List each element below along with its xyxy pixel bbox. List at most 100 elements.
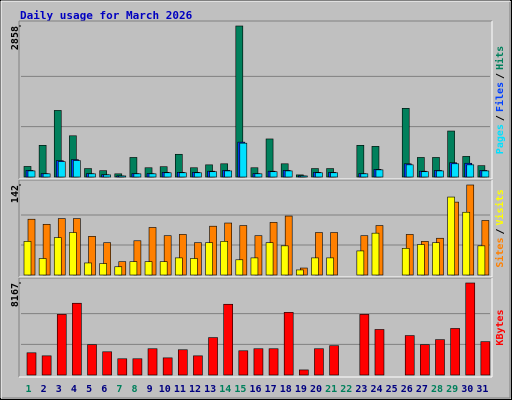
panel [19,21,492,179]
bar [223,303,233,376]
bar [432,242,440,276]
bar [269,171,278,178]
bar [239,142,248,178]
bar [330,232,338,276]
x-tick-label: 5 [86,384,92,395]
bar [371,232,380,276]
x-tick-label: 28 [431,384,443,395]
bar [296,269,304,276]
bar [132,358,143,376]
x-tick-label: 20 [310,384,322,395]
bar [190,258,198,276]
bar [436,170,444,178]
bar [405,164,414,178]
bar [38,144,47,178]
bar [401,248,410,276]
legend: Sites / Visits [494,189,506,267]
x-tick-label: 23 [355,384,367,395]
bar [253,348,264,376]
x-tick-label: 14 [219,384,231,395]
bar [451,163,459,178]
chart-title: Daily usage for March 2026 [20,9,193,22]
x-tick-label: 15 [234,384,246,395]
bar [117,358,128,376]
x-tick-label: 10 [159,384,171,395]
bar [329,345,339,376]
bar [174,257,183,276]
bar [299,369,309,376]
x-tick-label: 9 [147,384,153,395]
bar [235,259,244,276]
bar [315,172,323,178]
bar [88,236,96,276]
x-tick-label: 4 [71,384,77,395]
bar [163,235,172,276]
bar [87,344,97,376]
bar [420,344,430,376]
bar [27,170,36,178]
legend: KBytes [495,309,506,345]
bar [374,329,385,376]
bar [462,211,471,276]
bar [311,257,319,276]
bar [356,144,365,178]
bar [103,242,111,276]
bar [360,173,369,178]
bar [315,232,323,276]
x-tick-label: 24 [371,384,383,395]
x-tick-label: 13 [204,384,216,395]
bar [481,170,490,178]
bar [129,261,138,276]
y-tick-label: 2858 [10,26,21,50]
bar [148,173,157,178]
bar [114,266,123,276]
bar [193,355,203,376]
x-tick-label: 22 [340,384,352,395]
bar [254,173,263,178]
x-tick-label: 29 [446,384,458,395]
bar [208,337,218,376]
legend-separator: / [495,228,506,234]
x-tick-label: 11 [174,384,186,395]
x-tick-label: 7 [116,384,122,395]
y-tick-label: 8167 [10,283,21,307]
bar [133,173,142,178]
x-tick-label: 26 [401,384,413,395]
x-tick-label: 6 [101,384,107,395]
bar [23,241,32,276]
y-tick-label: 142 [10,185,21,203]
x-tick-label: 2 [41,384,47,395]
bar [209,171,217,178]
x-tick-label: 17 [265,384,277,395]
x-tick-label: 19 [295,384,307,395]
bar [103,174,111,178]
bar [102,351,112,376]
bar [284,215,293,276]
bar [435,339,445,376]
bar [99,263,107,276]
bar [57,161,66,178]
legend-entry: Visits [494,189,506,225]
bar [284,170,293,178]
bar [56,314,67,376]
bar [421,171,429,178]
bar [239,225,248,276]
bar [450,328,460,376]
x-tick-label: 30 [461,384,473,395]
legend: Pages / Files / Hits [494,46,506,154]
bar [41,355,52,376]
bar [178,172,187,178]
bar [280,245,289,276]
bar [250,257,259,276]
bar [356,250,365,276]
bar [447,196,455,276]
bar [224,170,232,178]
bar [359,314,370,376]
x-tick-label: 21 [325,384,337,395]
bar [42,223,51,276]
bar [26,352,37,376]
bar [177,349,188,376]
x-tick-label: 18 [280,384,292,395]
bar [53,237,62,276]
bar [375,169,384,178]
